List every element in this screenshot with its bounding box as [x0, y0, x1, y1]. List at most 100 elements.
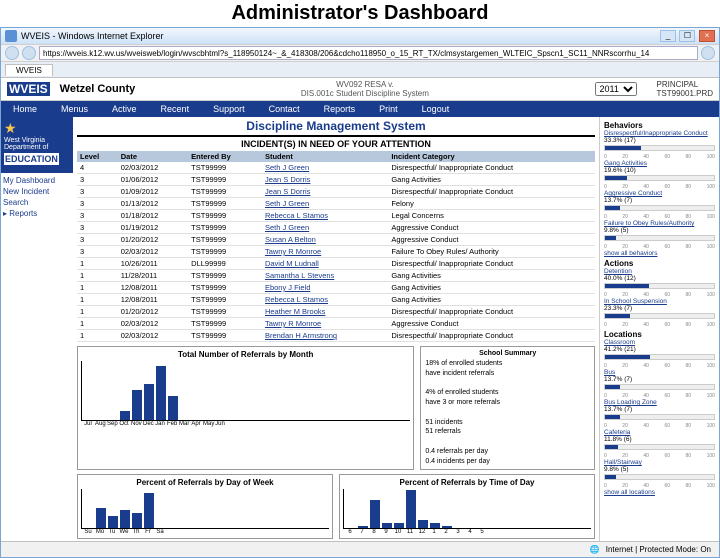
student-link[interactable]: Ebony J Field	[262, 282, 388, 294]
table-row[interactable]: 301/06/2012TST99999Jean S DorrisGang Act…	[77, 174, 595, 186]
metric-link[interactable]: Gang Activities	[604, 160, 715, 167]
table-row[interactable]: 110/26/2011DLL99999David M LudnallDisres…	[77, 258, 595, 270]
col-header: Student	[262, 151, 388, 162]
back-button[interactable]	[5, 46, 19, 60]
nav-reports[interactable]: ▸ Reports	[3, 208, 71, 219]
mini-bar	[604, 384, 715, 390]
table-row[interactable]: 402/03/2012TST99999Seth J GreenDisrespec…	[77, 162, 595, 174]
table-row[interactable]: 102/03/2012TST99999Brendan H ArmstrongDi…	[77, 330, 595, 342]
table-row[interactable]: 301/20/2012TST99999Susan A BeltonAggress…	[77, 234, 595, 246]
bar	[120, 411, 130, 420]
bar	[108, 516, 118, 528]
student-link[interactable]: Seth J Green	[262, 222, 388, 234]
table-row[interactable]: 301/18/2012TST99999Rebecca L StamosLegal…	[77, 210, 595, 222]
menu-recent[interactable]: Recent	[149, 101, 202, 117]
nav-search[interactable]: Search	[3, 197, 71, 208]
table-row[interactable]: 112/08/2011TST99999Rebecca L StamosGang …	[77, 294, 595, 306]
tod-chart: Percent of Referrals by Time of Day 6789…	[339, 474, 595, 539]
show-all-link[interactable]: show all behaviors	[604, 250, 715, 257]
metric-link[interactable]: Bus Loading Zone	[604, 399, 715, 406]
bar	[132, 390, 142, 420]
close-button[interactable]: ×	[699, 30, 715, 42]
student-link[interactable]: Seth J Green	[262, 198, 388, 210]
nav-new-incident[interactable]: New Incident	[3, 186, 71, 197]
version-2: DIS.001c Student Discipline System	[135, 89, 594, 98]
menu-support[interactable]: Support	[201, 101, 257, 117]
student-link[interactable]: Rebecca L Stamos	[262, 294, 388, 306]
school-summary: School Summary 18% of enrolled students …	[420, 346, 595, 470]
dms-title: Discipline Management System	[77, 119, 595, 137]
monthly-chart: Total Number of Referrals by Month JulAu…	[77, 346, 414, 470]
metric-link[interactable]: Disrespectful/Inappropriate Conduct	[604, 130, 715, 137]
table-row[interactable]: 301/13/2012TST99999Seth J GreenFelony	[77, 198, 595, 210]
metric-link[interactable]: In School Suspension	[604, 298, 715, 305]
metric-link[interactable]: Cafeteria	[604, 429, 715, 436]
metric-link[interactable]: Aggressive Conduct	[604, 190, 715, 197]
student-link[interactable]: David M Ludnall	[262, 258, 388, 270]
menu-contact[interactable]: Contact	[257, 101, 312, 117]
menu-active[interactable]: Active	[100, 101, 149, 117]
county-name: Wetzel County	[60, 83, 136, 95]
table-row[interactable]: 102/03/2012TST99999Tawny R MonroeAggress…	[77, 318, 595, 330]
bar	[418, 520, 428, 528]
mini-bar	[604, 235, 715, 241]
table-row[interactable]: 302/03/2012TST99999Tawny R MonroeFailure…	[77, 246, 595, 258]
menu-home[interactable]: Home	[1, 101, 49, 117]
student-link[interactable]: Jean S Dorris	[262, 174, 388, 186]
menu-logout[interactable]: Logout	[410, 101, 462, 117]
nav-my-dashboard[interactable]: My Dashboard	[3, 175, 71, 186]
student-link[interactable]: Heather M Brooks	[262, 306, 388, 318]
app: WVEIS Wetzel County WV092 RESA v. DIS.00…	[1, 78, 719, 541]
forward-button[interactable]	[22, 46, 36, 60]
mini-bar	[604, 474, 715, 480]
maximize-button[interactable]: ☐	[679, 30, 695, 42]
student-link[interactable]: Jean S Dorris	[262, 186, 388, 198]
tab-strip: WVEIS	[1, 62, 719, 78]
left-column: ★ West Virginia Department of EDUCATION …	[1, 117, 73, 541]
year-select[interactable]: 2011	[595, 82, 637, 96]
content: Discipline Management System INCIDENT(S)…	[73, 117, 599, 541]
mini-bar	[604, 354, 715, 360]
group-title: Locations	[604, 330, 715, 339]
bar	[156, 366, 166, 420]
status-text: Internet | Protected Mode: On	[606, 545, 711, 554]
table-row[interactable]: 301/19/2012TST99999Seth J GreenAggressiv…	[77, 222, 595, 234]
metric-link[interactable]: Failure to Obey Rules/Authority	[604, 220, 715, 227]
student-link[interactable]: Samantha L Stevens	[262, 270, 388, 282]
table-row[interactable]: 301/09/2012TST99999Jean S DorrisDisrespe…	[77, 186, 595, 198]
bar	[370, 500, 380, 528]
bar	[358, 526, 368, 528]
minimize-button[interactable]: _	[660, 30, 676, 42]
show-all-link[interactable]: show all locations	[604, 489, 715, 496]
student-link[interactable]: Rebecca L Stamos	[262, 210, 388, 222]
metric-link[interactable]: Detention	[604, 268, 715, 275]
table-row[interactable]: 101/20/2012TST99999Heather M BrooksDisre…	[77, 306, 595, 318]
student-link[interactable]: Brendan H Armstrong	[262, 330, 388, 342]
metric-link[interactable]: Bus	[604, 369, 715, 376]
metric-link[interactable]: Hall/Stairway	[604, 459, 715, 466]
role-label: PRINCIPAL	[657, 80, 713, 89]
student-link[interactable]: Seth J Green	[262, 162, 388, 174]
refresh-button[interactable]	[701, 46, 715, 60]
bar	[120, 510, 130, 528]
table-row[interactable]: 111/28/2011TST99999Samantha L StevensGan…	[77, 270, 595, 282]
menu-print[interactable]: Print	[367, 101, 410, 117]
student-link[interactable]: Tawny R Monroe	[262, 318, 388, 330]
version-1: WV092 RESA v.	[135, 80, 594, 89]
group-title: Behaviors	[604, 121, 715, 130]
col-header: Entered By	[188, 151, 262, 162]
student-link[interactable]: Susan A Belton	[262, 234, 388, 246]
url-input[interactable]	[39, 46, 698, 60]
table-row[interactable]: 112/08/2011TST99999Ebony J FieldGang Act…	[77, 282, 595, 294]
col-header: Date	[118, 151, 188, 162]
browser-tab[interactable]: WVEIS	[5, 64, 53, 76]
mini-bar	[604, 313, 715, 319]
title-bar: WVEIS - Windows Internet Explorer _ ☐ ×	[1, 28, 719, 44]
student-link[interactable]: Tawny R Monroe	[262, 246, 388, 258]
menu-reports[interactable]: Reports	[312, 101, 368, 117]
behavior-sidebar: BehaviorsDisrespectful/Inappropriate Con…	[599, 117, 719, 541]
left-nav: My DashboardNew IncidentSearch▸ Reports	[1, 173, 73, 221]
menu-menus[interactable]: Menus	[49, 101, 100, 117]
metric-link[interactable]: Classroom	[604, 339, 715, 346]
mini-bar	[604, 175, 715, 181]
